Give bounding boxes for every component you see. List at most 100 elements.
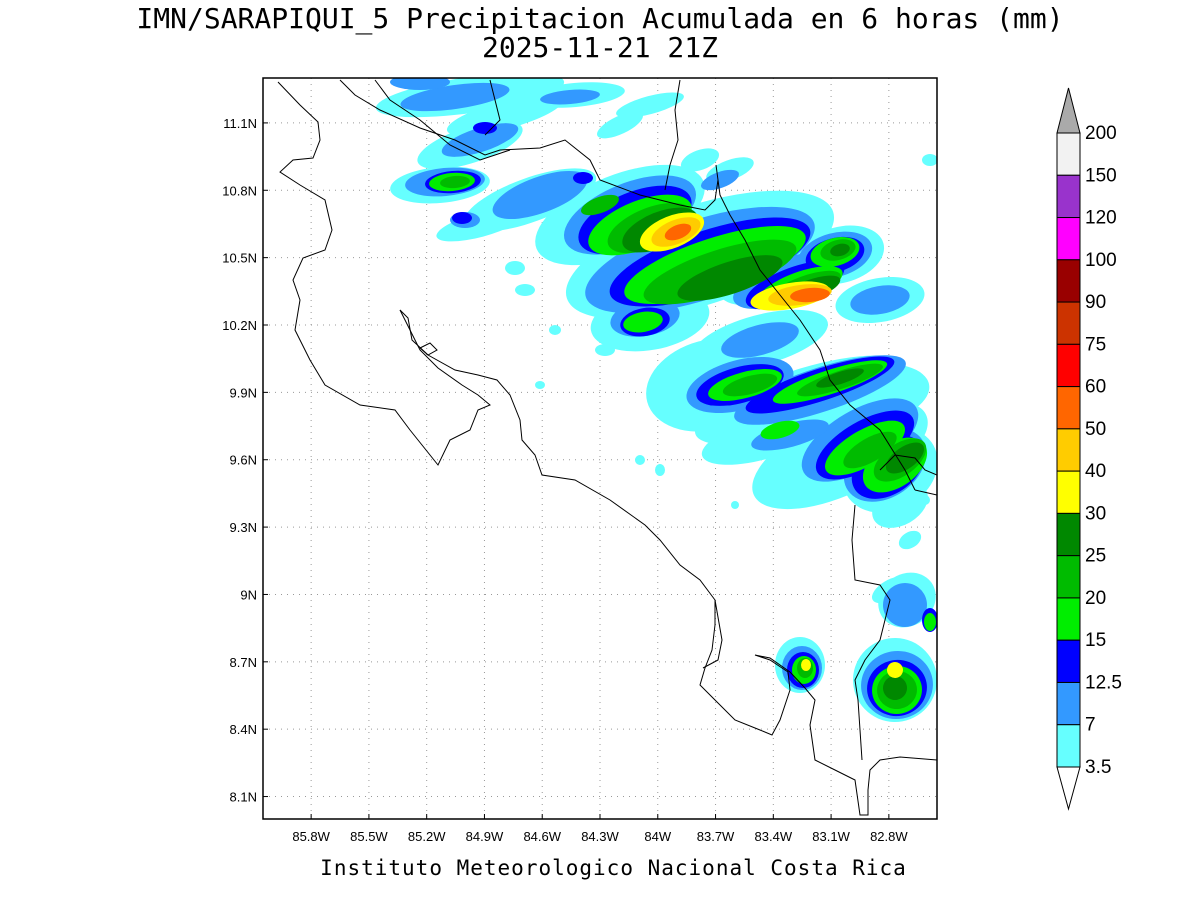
colorbar-label: 12.5: [1085, 672, 1122, 693]
river-san-juan: [484, 79, 501, 136]
colorbar-box: [1056, 681, 1081, 726]
precip-cell: [390, 78, 450, 90]
precip-cell: [655, 464, 665, 476]
precip-cell: [816, 368, 864, 388]
colorbar-box: [1056, 174, 1081, 219]
chart-title-line1: IMN/SARAPIQUI_5 Precipitacion Acumulada …: [136, 2, 1064, 35]
precip-cell: [830, 243, 850, 257]
precip-cell: [924, 613, 936, 631]
lat-tick-label: 8.4N: [230, 722, 257, 737]
lat-tick-label: 8.7N: [230, 655, 257, 670]
precip-cell: [883, 583, 927, 627]
precipitation-field: [375, 78, 937, 722]
colorbar-box: [1056, 724, 1081, 768]
precip-cell: [452, 212, 472, 224]
latitude-axis: 11.1N 10.8N 10.5N 10.2N 9.9N 9.6N 9.3N 9N 8.7N 8.…: [222, 116, 268, 805]
lon-tick-label: 84.6W: [523, 829, 561, 844]
colorbar-label: 30: [1085, 503, 1106, 524]
colorbar-label: 200: [1085, 123, 1117, 144]
precip-cell: [751, 419, 829, 451]
precip-cell: [664, 223, 692, 241]
lon-tick-label: 83.7W: [697, 829, 735, 844]
colorbar-label: 150: [1085, 165, 1117, 186]
precip-cell: [635, 455, 645, 465]
precip-cell: [441, 123, 519, 157]
pacific-coast-south: [399, 309, 937, 816]
colorbar-label: 120: [1085, 208, 1117, 229]
precip-cell: [677, 255, 783, 301]
chart-title-line2: 2025-11-21 21Z: [481, 31, 718, 64]
precip-cell: [843, 431, 897, 469]
precip-cell: [701, 169, 739, 191]
precip-cell: [722, 373, 778, 397]
lat-tick-label: 10.8N: [222, 183, 257, 198]
precip-cell: [581, 194, 619, 216]
colorbar-under-triangle: [1056, 766, 1081, 811]
colorbar-label: 90: [1085, 292, 1106, 313]
colorbar-label: 20: [1085, 588, 1106, 609]
precip-cell: [920, 495, 930, 505]
colorbar-label: 3.5: [1085, 757, 1111, 778]
precip-cell: [616, 92, 684, 118]
colorbar-box: [1056, 217, 1081, 261]
lon-tick-label: 84.3W: [581, 829, 619, 844]
colorbar-label: 60: [1085, 377, 1106, 398]
precip-cell: [400, 82, 510, 112]
lat-tick-label: 11.1N: [223, 116, 257, 131]
bocas-line: [879, 454, 937, 476]
precip-cell: [505, 261, 525, 275]
precip-cell: [540, 89, 600, 105]
lon-tick-label: 85.5W: [350, 829, 388, 844]
precip-cell: [623, 311, 663, 333]
pacific-coast: [277, 81, 491, 466]
precip-cell: [885, 442, 925, 474]
footer-credit: Instituto Meteorologico Nacional Costa R…: [320, 856, 907, 880]
coastlines-borders: [277, 79, 937, 816]
precip-cell: [595, 344, 615, 356]
lat-tick-label: 9.6N: [230, 453, 257, 468]
precip-cell: [887, 662, 903, 678]
nicaragua-inland: [664, 79, 681, 191]
colorbar-box: [1056, 597, 1081, 641]
colorbar-box: [1056, 555, 1081, 599]
lon-tick-label: 84.9W: [466, 829, 504, 844]
border-nicaragua: [374, 79, 511, 161]
precip-cell: [731, 501, 739, 509]
colorbar-box: [1056, 639, 1081, 683]
colorbar-over-triangle: [1056, 87, 1081, 134]
precip-cell: [898, 530, 922, 550]
colorbar-label: 15: [1085, 630, 1106, 651]
lon-tick-label: 85.2W: [408, 829, 446, 844]
precip-cell: [922, 154, 937, 166]
colorbar-label: 40: [1085, 461, 1106, 482]
colorbar-box: [1056, 301, 1081, 345]
colorbar-box: [1056, 386, 1081, 430]
colorbar-box: [1056, 259, 1081, 303]
lat-tick-label: 9.3N: [230, 520, 257, 535]
colorbar-label: 75: [1085, 334, 1106, 355]
lon-tick-label: 84W: [644, 829, 671, 844]
colorbar: 200 150 120 100 90 75 60 50 40 30 25 20 15 12.5 7 3.5: [1056, 87, 1122, 811]
lon-tick-label: 83.1W: [812, 829, 850, 844]
border-panama: [851, 504, 891, 761]
colorbar-box: [1056, 132, 1081, 176]
lat-tick-label: 9.9N: [230, 385, 257, 400]
colorbar-box: [1056, 343, 1081, 388]
precip-cell: [535, 381, 545, 389]
caribbean-coast: [339, 79, 916, 491]
lat-tick-label: 8.1N: [230, 790, 257, 805]
lat-tick-label: 10.2N: [222, 318, 257, 333]
caribbean-coast-east: [914, 489, 937, 496]
colorbar-label: 50: [1085, 419, 1106, 440]
lon-tick-label: 82.8W: [870, 829, 908, 844]
precip-cell: [492, 170, 588, 220]
lon-tick-label: 83.4W: [755, 829, 793, 844]
precip-cell: [850, 285, 910, 315]
precip-cell: [440, 175, 470, 189]
colorbar-box: [1056, 470, 1081, 514]
island: [419, 342, 438, 356]
lat-tick-label: 9N: [240, 587, 257, 602]
precip-cell: [680, 148, 720, 172]
colorbar-label: 7: [1085, 715, 1096, 736]
